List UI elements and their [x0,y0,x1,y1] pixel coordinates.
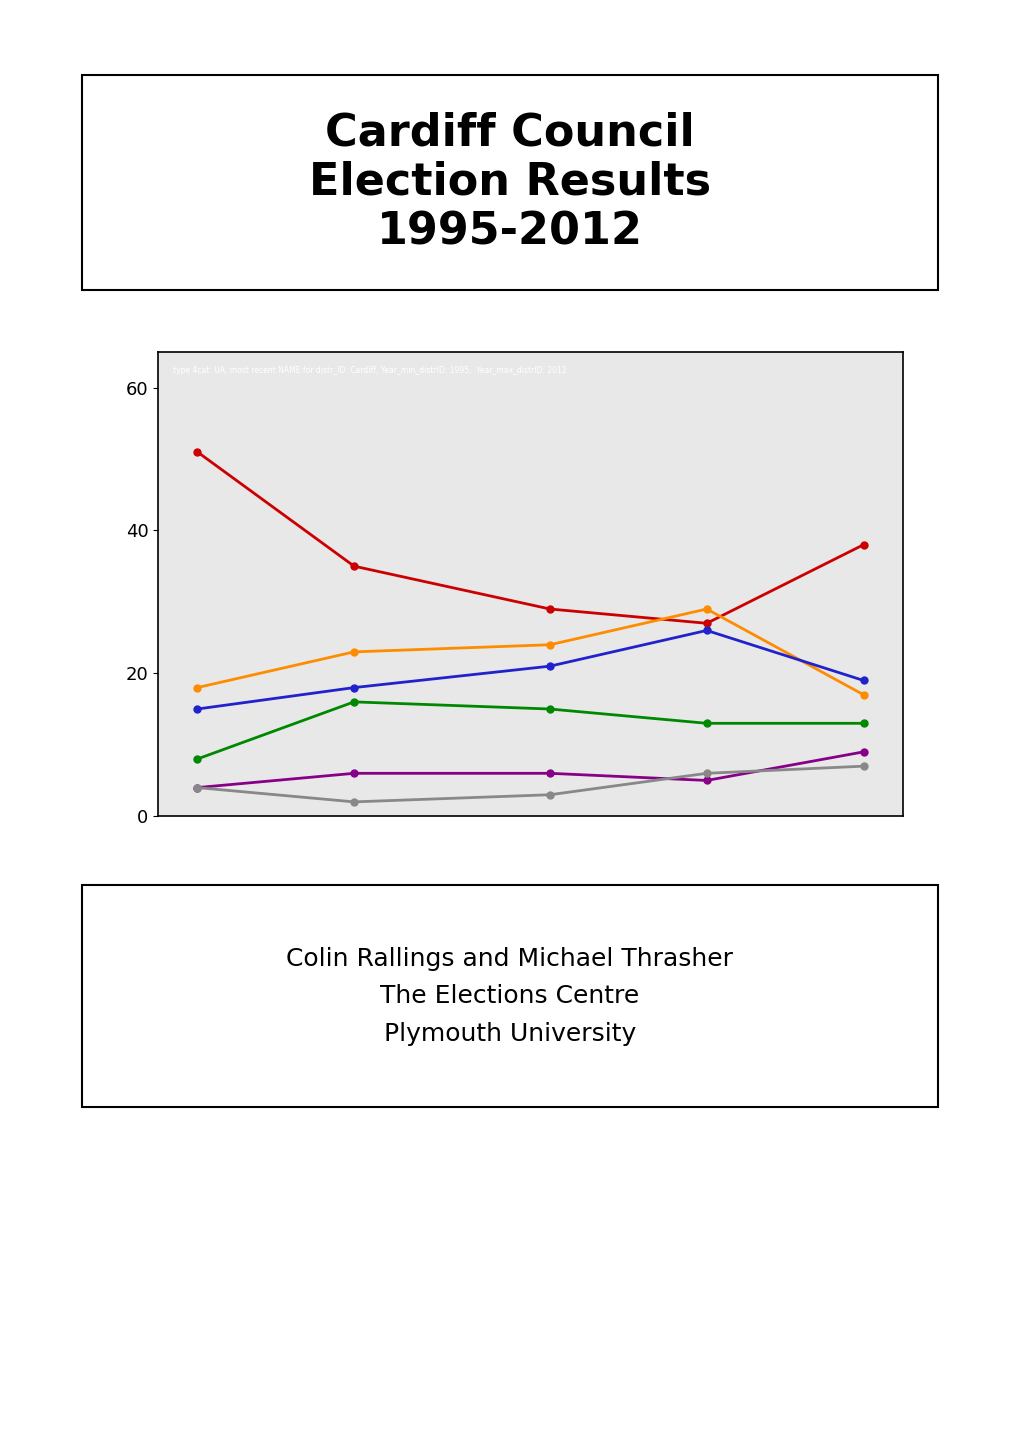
Text: Colin Rallings and Michael Thrasher
The Elections Centre
Plymouth University: Colin Rallings and Michael Thrasher The … [286,947,733,1045]
Text: Cardiff Council
Election Results
1995-2012: Cardiff Council Election Results 1995-20… [309,111,710,254]
Text: type 4cat: UA, most recent NAME for distr_ID: Cardiff, Year_min_distrID: 1995,  : type 4cat: UA, most recent NAME for dist… [173,366,566,375]
